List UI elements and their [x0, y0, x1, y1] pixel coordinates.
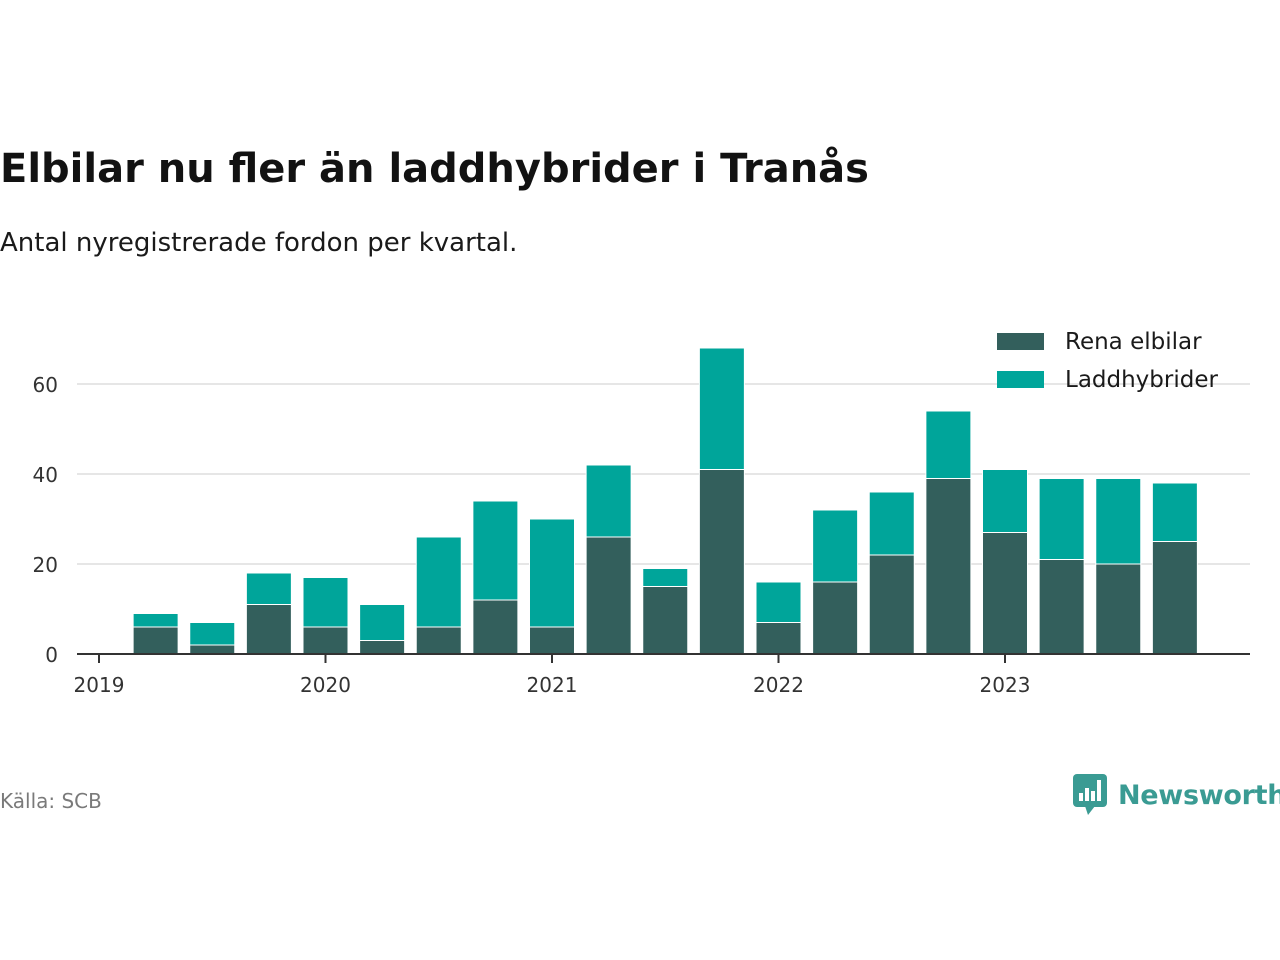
y-axis-ticks: 0 20 40 60: [33, 373, 58, 667]
bar-rena-elbilar: [529, 626, 575, 655]
x-tick-label: 2019: [74, 673, 125, 697]
legend-swatch: [997, 333, 1044, 350]
bar-laddhybrider: [302, 577, 349, 628]
bar-laddhybrider: [245, 572, 292, 605]
bar-laddhybrider: [359, 604, 406, 641]
x-axis: 2019 2020 2021 2022 2023: [74, 653, 1250, 697]
bar-rena-elbilar: [925, 478, 972, 655]
bar-rena-elbilar: [982, 532, 1028, 655]
bar-rena-elbilar: [359, 640, 406, 655]
bar-rena-elbilar: [189, 644, 236, 655]
bar-laddhybrider: [189, 622, 236, 646]
legend-label: Laddhybrider: [1065, 367, 1218, 393]
y-tick-label: 40: [33, 463, 58, 487]
bar-rena-elbilar: [1151, 541, 1198, 655]
bar-laddhybrider: [1038, 478, 1085, 560]
brand-name: Newsworthy: [1118, 779, 1280, 811]
bar-rena-elbilar: [415, 626, 462, 655]
bar-laddhybrider: [585, 464, 632, 538]
bar-rena-elbilar: [245, 604, 292, 655]
x-tick-label: 2022: [753, 673, 804, 697]
bar-laddhybrider: [812, 509, 859, 583]
y-tick-label: 0: [45, 643, 58, 667]
bar-rena-elbilar: [1038, 559, 1085, 655]
bar-rena-elbilar: [755, 622, 802, 655]
bar-laddhybrider: [1095, 478, 1142, 565]
bar-rena-elbilar: [698, 469, 745, 655]
bar-laddhybrider: [925, 410, 972, 479]
newsworthy-logo-icon: [1073, 774, 1107, 815]
legend: Rena elbilar Laddhybrider: [997, 329, 1218, 393]
bar-laddhybrider: [868, 491, 915, 556]
bar-laddhybrider: [132, 613, 179, 628]
bar-rena-elbilar: [642, 586, 689, 655]
bar-laddhybrider: [642, 568, 689, 587]
bars: [132, 347, 1198, 655]
y-tick-label: 60: [33, 373, 58, 397]
chart-title: Elbilar nu fler än laddhybrider i Tranås: [0, 146, 869, 192]
x-tick-label: 2023: [980, 673, 1031, 697]
bar-rena-elbilar: [812, 581, 859, 655]
bar-laddhybrider: [982, 469, 1028, 533]
bar-laddhybrider: [698, 347, 745, 470]
bar-rena-elbilar: [132, 626, 179, 655]
legend-label: Rena elbilar: [1065, 329, 1202, 355]
bar-rena-elbilar: [585, 536, 632, 655]
brand-logo: Newsworthy: [1073, 774, 1280, 816]
bar-rena-elbilar: [302, 626, 349, 655]
bar-laddhybrider: [529, 518, 575, 628]
y-tick-label: 20: [33, 553, 58, 577]
bar-laddhybrider: [755, 581, 802, 623]
x-tick-label: 2021: [527, 673, 578, 697]
legend-swatch: [997, 371, 1044, 388]
bar-rena-elbilar: [868, 554, 915, 655]
x-tick-label: 2020: [300, 673, 351, 697]
bar-laddhybrider: [415, 536, 462, 628]
bar-rena-elbilar: [472, 599, 519, 655]
chart-subtitle: Antal nyregistrerade fordon per kvartal.: [0, 228, 518, 258]
source-note: Källa: SCB: [0, 789, 102, 813]
bar-rena-elbilar: [1095, 563, 1142, 655]
bar-laddhybrider: [1151, 482, 1198, 542]
bar-laddhybrider: [472, 500, 519, 601]
